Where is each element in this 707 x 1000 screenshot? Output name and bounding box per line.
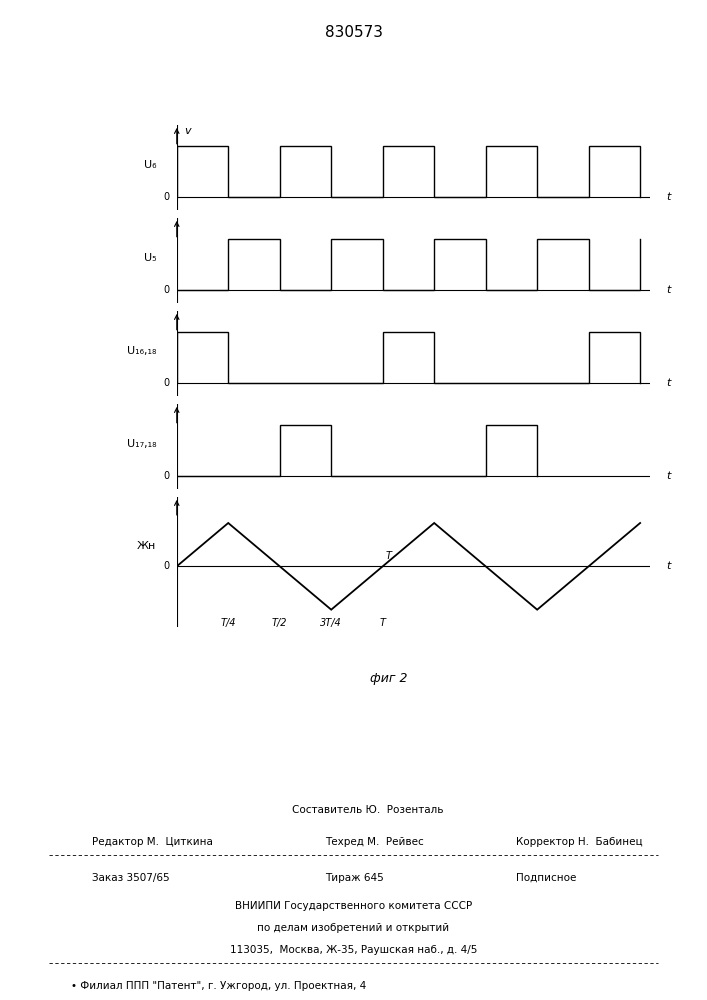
Text: 0: 0	[163, 378, 169, 388]
Text: Жн: Жн	[137, 541, 156, 551]
Text: U₁₇,₁₈: U₁₇,₁₈	[127, 439, 156, 449]
Text: 0: 0	[163, 192, 169, 202]
Text: t: t	[666, 378, 670, 388]
Text: t: t	[666, 192, 670, 202]
Text: Корректор Н.  Бабинец: Корректор Н. Бабинец	[516, 837, 643, 847]
Text: • Филиал ППП "Патент", г. Ужгород, ул. Проектная, 4: • Филиал ППП "Патент", г. Ужгород, ул. П…	[71, 981, 366, 991]
Text: Редактор М.  Циткина: Редактор М. Циткина	[92, 837, 213, 847]
Text: 0: 0	[163, 285, 169, 295]
Text: T/4: T/4	[221, 618, 236, 628]
Text: Техред М.  Рейвес: Техред М. Рейвес	[325, 837, 424, 847]
Text: T: T	[380, 618, 386, 628]
Text: U₁₆,₁₈: U₁₆,₁₈	[127, 346, 156, 356]
Text: t: t	[666, 285, 670, 295]
Text: t: t	[666, 471, 670, 481]
Text: Составитель Ю.  Розенталь: Составитель Ю. Розенталь	[292, 805, 443, 815]
Text: ВНИИПИ Государственного комитета СССР: ВНИИПИ Государственного комитета СССР	[235, 901, 472, 911]
Text: Заказ 3507/65: Заказ 3507/65	[92, 873, 170, 883]
Text: t: t	[666, 561, 670, 571]
Text: 0: 0	[163, 561, 169, 571]
Text: T: T	[385, 551, 391, 561]
Text: 830573: 830573	[325, 25, 382, 40]
Text: U₅: U₅	[144, 253, 156, 263]
Text: Тираж 645: Тираж 645	[325, 873, 384, 883]
Text: v: v	[185, 126, 191, 136]
Text: U₆: U₆	[144, 160, 156, 170]
Text: 0: 0	[163, 471, 169, 481]
Text: фиг 2: фиг 2	[370, 672, 408, 685]
Text: по делам изобретений и открытий: по делам изобретений и открытий	[257, 923, 450, 933]
Text: 3T/4: 3T/4	[320, 618, 342, 628]
Text: T/2: T/2	[272, 618, 288, 628]
Text: Подписное: Подписное	[516, 873, 576, 883]
Text: 113035,  Москва, Ж-35, Раушская наб., д. 4/5: 113035, Москва, Ж-35, Раушская наб., д. …	[230, 945, 477, 955]
